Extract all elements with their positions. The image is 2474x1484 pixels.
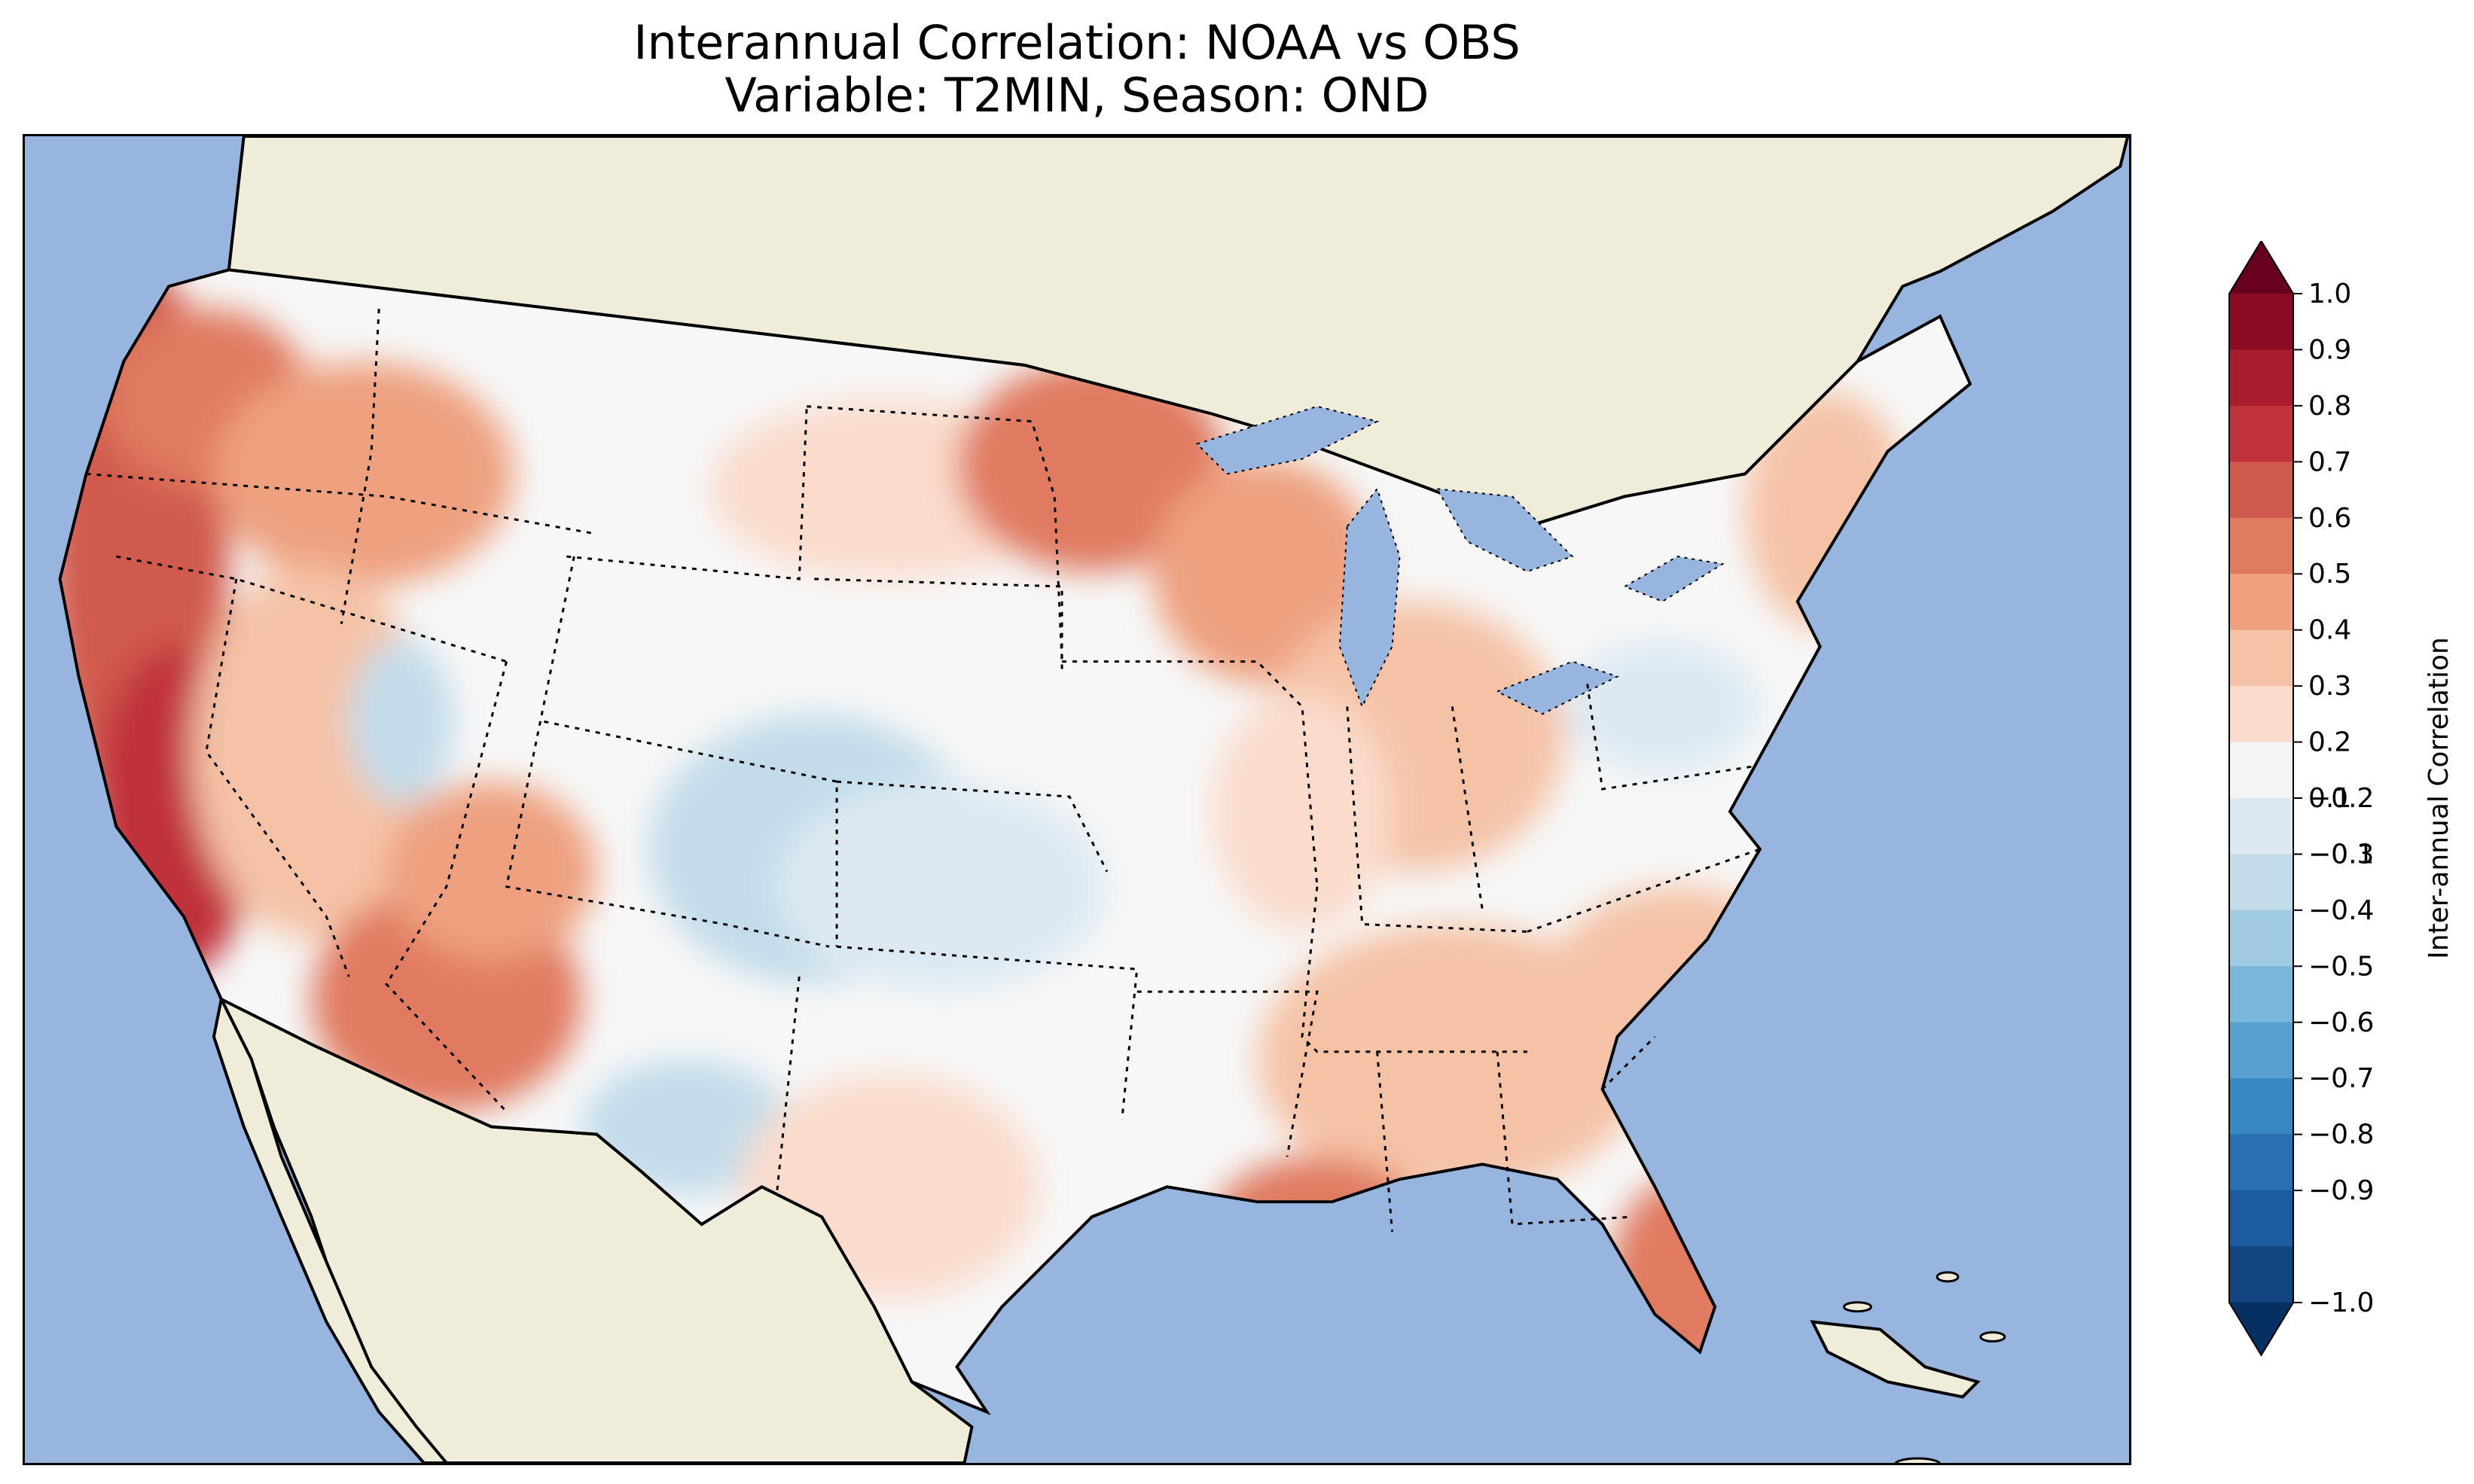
colorbar-svg: 1.0 0.9 0.8 0.7 0.6 0.5 0.4 0.3 0.2 0.1 −0.1 −0.2 −0… <box>2228 239 2454 1357</box>
colorbar-tick-label: −0.7 <box>2308 1063 2374 1094</box>
small-islands <box>1843 1271 2006 1463</box>
colorbar-segment <box>2229 1078 2293 1135</box>
colorbar-tick-label: −0.6 <box>2308 1007 2374 1038</box>
colorbar-segment <box>2229 629 2293 687</box>
colorbar-over-triangle <box>2229 241 2293 294</box>
colorbar-axis-label: Inter-annual Correlation <box>2424 637 2454 959</box>
map-title-line1: Interannual Correlation: NOAA vs OBS <box>633 15 1521 70</box>
colorbar: 1.0 0.9 0.8 0.7 0.6 0.5 0.4 0.3 0.2 0.1 −0.1 −0.2 −0… <box>2222 239 2454 1370</box>
colorbar-segment <box>2229 742 2293 799</box>
colorbar-tick-label: 1.0 <box>2308 279 2351 309</box>
state-borders <box>86 309 1761 1233</box>
colorbar-tick-label: −0.8 <box>2308 1120 2374 1150</box>
colorbar-tick-label: 0.4 <box>2308 615 2351 646</box>
colorbar-segment <box>2229 462 2293 519</box>
colorbar-segment <box>2229 294 2293 350</box>
colorbar-segment <box>2229 1134 2293 1191</box>
colorbar-tick-label: −0.2 <box>2308 783 2374 814</box>
colorbar-segment <box>2229 574 2293 631</box>
colorbar-segment <box>2229 966 2293 1023</box>
colorbar-tick-label: −1.0 <box>2308 1287 2374 1318</box>
colorbar-tick-label: −0.5 <box>2308 951 2374 982</box>
colorbar-segment <box>2229 517 2293 574</box>
colorbar-tick-label: 0.2 <box>2308 727 2351 758</box>
colorbar-tick-label: −0.1 <box>2308 839 2374 870</box>
colorbar-under-triangle <box>2229 1303 2293 1355</box>
great-lakes <box>1195 405 1725 715</box>
colorbar-segment <box>2229 405 2293 462</box>
colorbar-segment <box>2229 686 2293 743</box>
map-panel <box>23 134 2131 1465</box>
colorbar-tick-label: −0.3 <box>2308 839 2374 870</box>
colorbar-tick-label: 0.6 <box>2308 503 2351 534</box>
colorbar-segment <box>2229 349 2293 407</box>
colorbar-tick-label: 0.8 <box>2308 391 2351 422</box>
colorbar-segment <box>2229 1022 2293 1079</box>
colorbar-tick-label: −0.9 <box>2308 1175 2374 1206</box>
colorbar-tick-label: 0.7 <box>2308 446 2351 477</box>
colorbar-tick-label: 0.9 <box>2308 334 2351 365</box>
colorbar-segment <box>2229 1246 2293 1303</box>
baja-california <box>212 995 449 1463</box>
colorbar-segment <box>2229 910 2293 967</box>
colorbar-tick-label: 0.3 <box>2308 671 2351 702</box>
cuba <box>1810 1320 1981 1399</box>
colorbar-tick-label: 0.1 <box>2308 783 2351 814</box>
colorbar-segment <box>2229 854 2293 911</box>
map-title-line2: Variable: T2MIN, Season: OND <box>725 68 1429 123</box>
us-outline <box>58 268 1972 1415</box>
map-svg <box>58 136 2129 1463</box>
colorbar-segment <box>2229 1190 2293 1248</box>
colorbar-tick-label: 0.5 <box>2308 559 2351 590</box>
colorbar-tick-label: −0.4 <box>2308 895 2374 926</box>
colorbar-segment <box>2229 798 2293 855</box>
